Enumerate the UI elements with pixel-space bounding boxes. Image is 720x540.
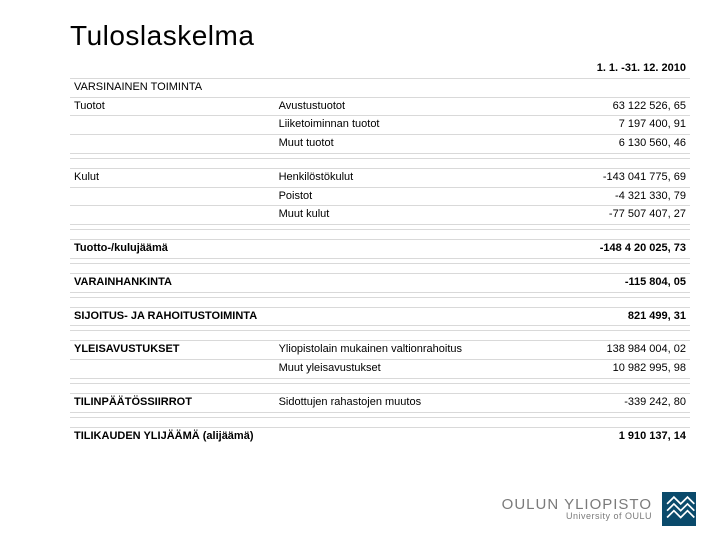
val-sijoitus: 821 499, 31 xyxy=(504,307,690,326)
val-poistot: -4 321 330, 79 xyxy=(504,187,690,206)
page-title: Tuloslaskelma xyxy=(70,20,690,52)
desc-sidottujen: Sidottujen rahastojen muutos xyxy=(275,393,504,412)
label-tuotot: Tuotot xyxy=(70,97,275,116)
desc-liiketoiminnan: Liiketoiminnan tuotot xyxy=(275,116,504,135)
desc-valtionrahoitus: Yliopistolain mukainen valtionrahoitus xyxy=(275,341,504,360)
university-name-fi: OULUN YLIOPISTO xyxy=(502,497,652,512)
desc-muut-tuotot: Muut tuotot xyxy=(275,135,504,154)
income-statement-table: 1. 1. -31. 12. 2010 VARSINAINEN TOIMINTA… xyxy=(70,60,690,445)
label-tilinpaatos: TILINPÄÄTÖSSIIRROT xyxy=(70,393,275,412)
period-header: 1. 1. -31. 12. 2010 xyxy=(504,60,690,78)
val-muut-tuotot: 6 130 560, 46 xyxy=(504,135,690,154)
university-name: OULUN YLIOPISTO University of OULU xyxy=(502,497,652,521)
desc-henkilosto: Henkilöstökulut xyxy=(275,168,504,187)
label-varainhankinta: VARAINHANKINTA xyxy=(70,273,275,292)
label-yleisavustukset: YLEISAVUSTUKSET xyxy=(70,341,275,360)
label-tuotto-kulu: Tuotto-/kulujäämä xyxy=(70,240,275,259)
val-muut-kulut: -77 507 407, 27 xyxy=(504,206,690,225)
label-tilikauden: TILIKAUDEN YLIJÄÄMÄ (alijäämä) xyxy=(70,427,275,445)
label-sijoitus: SIJOITUS- JA RAHOITUSTOIMINTA xyxy=(70,307,275,326)
university-name-en: University of OULU xyxy=(502,512,652,521)
val-tuotto-kulu: -148 4 20 025, 73 xyxy=(504,240,690,259)
label-kulut: Kulut xyxy=(70,168,275,187)
university-logo-icon xyxy=(662,492,696,526)
desc-poistot: Poistot xyxy=(275,187,504,206)
section-varsinainen: VARSINAINEN TOIMINTA xyxy=(70,78,275,97)
desc-muut-yleis: Muut yleisavustukset xyxy=(275,360,504,379)
val-avustustuotot: 63 122 526, 65 xyxy=(504,97,690,116)
val-liiketoiminnan: 7 197 400, 91 xyxy=(504,116,690,135)
val-tilikauden: 1 910 137, 14 xyxy=(504,427,690,445)
val-henkilosto: -143 041 775, 69 xyxy=(504,168,690,187)
footer: OULUN YLIOPISTO University of OULU xyxy=(0,486,720,532)
desc-muut-kulut: Muut kulut xyxy=(275,206,504,225)
val-muut-yleis: 10 982 995, 98 xyxy=(504,360,690,379)
desc-avustustuotot: Avustustuotot xyxy=(275,97,504,116)
val-varainhankinta: -115 804, 05 xyxy=(504,273,690,292)
val-sidottujen: -339 242, 80 xyxy=(504,393,690,412)
val-valtionrahoitus: 138 984 004, 02 xyxy=(504,341,690,360)
